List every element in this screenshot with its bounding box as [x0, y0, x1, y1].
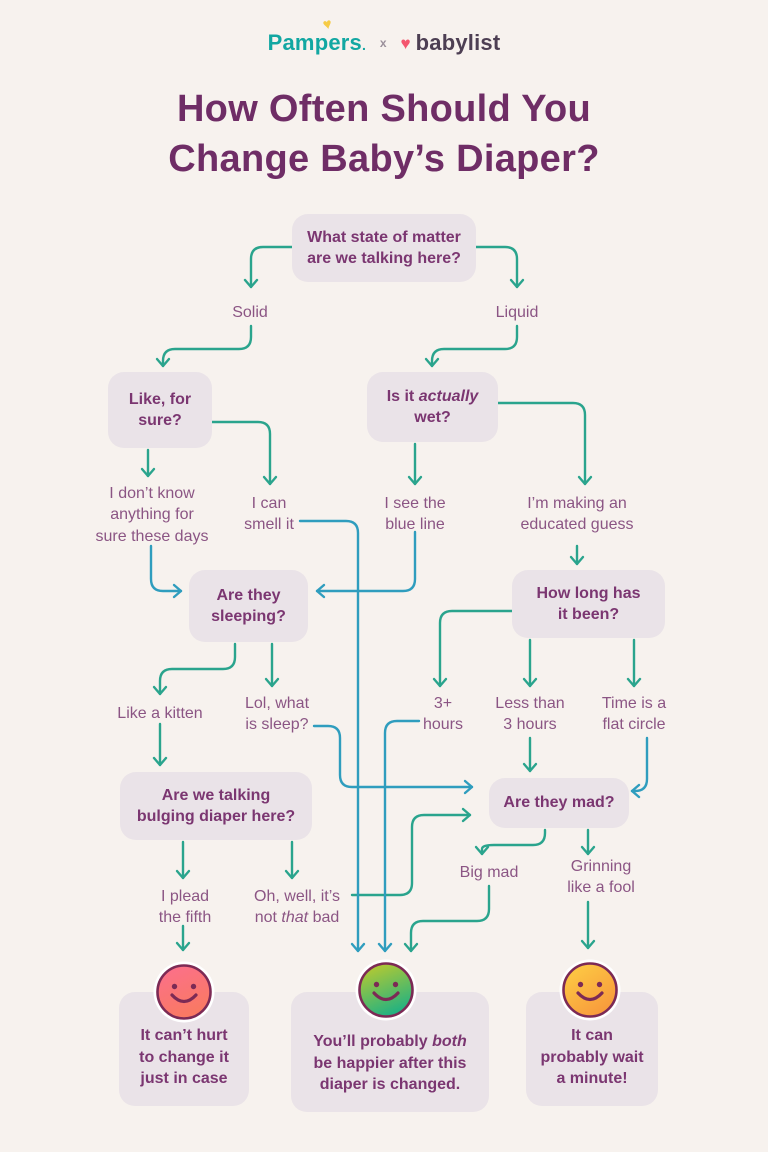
answer-3-plus-hours: 3+ hours — [422, 695, 464, 734]
arrow-q1-to-solid — [243, 245, 294, 289]
question-are-they-mad-text: Are they mad? — [503, 794, 615, 812]
arrow-dont-know-to-sleeping — [149, 544, 183, 599]
answer-like-a-kitten: Like a kitten — [117, 705, 203, 722]
smiley-pink-icon — [153, 961, 215, 1023]
answer-smell-it: I can smell it — [244, 495, 294, 534]
result-both-happier-text: You’ll probably both be happier after th… — [313, 1031, 466, 1112]
pampers-trademark-dot: . — [361, 37, 366, 53]
actually-wet-pre: Is it — [386, 387, 419, 405]
result-change-it-card: It can’t hurt to change it just in case — [119, 992, 249, 1106]
arrow-3-hours-to-happier-result — [377, 719, 421, 953]
result-wait-text: It can probably wait a minute! — [540, 1027, 644, 1088]
arrow-liquid-to-actually-wet — [424, 324, 519, 368]
question-bulging-diaper-text: Are we talking bulging diaper here? — [136, 786, 296, 825]
smiley-green-icon — [355, 959, 417, 1021]
question-how-long-text: How long has it been? — [536, 584, 641, 623]
question-state-of-matter: What state of matter are we talking here… — [292, 214, 476, 282]
arrow-like-for-sure-to-smell-it — [210, 420, 278, 486]
arrow-mad-to-big-mad — [474, 828, 547, 856]
question-are-they-sleeping-text: Are they sleeping? — [211, 586, 286, 625]
question-like-for-sure: Like, for sure? — [108, 372, 212, 448]
answer-plead-fifth: I plead the fifth — [158, 888, 212, 927]
both-happier-em: both — [432, 1033, 467, 1051]
question-actually-wet: Is it actually wet? — [367, 372, 498, 442]
actually-wet-post: wet? — [414, 409, 451, 426]
brand-header: ♥ Pampers. x ♥ babylist — [0, 15, 768, 56]
answer-blue-line: I see the blue line — [384, 495, 446, 534]
result-change-it-text: It can’t hurt to change it just in case — [139, 1027, 229, 1088]
question-are-they-mad: Are they mad? — [489, 778, 629, 828]
page-title: How Often Should You Change Baby’s Diape… — [168, 88, 600, 181]
not-that-bad-line1: Oh, well, it’s — [254, 888, 340, 905]
answer-not-that-bad: Oh, well, it’s not that bad — [254, 886, 340, 929]
pampers-logo: ♥ Pampers. — [267, 15, 366, 56]
arrow-big-mad-to-happier-result — [403, 884, 491, 953]
arrow-solid-to-like-for-sure — [155, 324, 253, 368]
question-how-long: How long has it been? — [512, 570, 665, 638]
not-that-bad-pre: not — [254, 909, 282, 927]
brand-separator: x — [379, 36, 387, 50]
answer-less-than-3-hours: Less than 3 hours — [495, 695, 565, 734]
arrow-flat-circle-to-are-they-mad — [630, 736, 649, 799]
babylist-logo: ♥ babylist — [401, 30, 501, 56]
arrow-actually-wet-to-educated-guess — [496, 401, 593, 486]
not-that-bad-em: that — [281, 909, 309, 927]
question-actually-wet-text: Is it actually wet? — [387, 386, 479, 428]
question-like-for-sure-text: Like, for sure? — [128, 390, 192, 429]
arrow-how-long-to-3-hours — [432, 609, 514, 688]
actually-wet-em: actually — [418, 387, 479, 405]
question-are-they-sleeping: Are they sleeping? — [189, 570, 308, 642]
babylist-heart-icon: ♥ — [400, 33, 411, 53]
both-happier-post: be happier after this diaper is changed. — [313, 1054, 467, 1094]
question-state-of-matter-text: What state of matter are we talking here… — [307, 228, 461, 267]
arrow-sleeping-to-kitten — [152, 642, 237, 696]
question-bulging-diaper: Are we talking bulging diaper here? — [120, 772, 312, 840]
arrow-blue-line-to-sleeping — [315, 530, 417, 599]
arrow-not-that-bad-to-are-they-mad — [350, 807, 472, 897]
arrow-q1-to-liquid — [474, 245, 525, 289]
answer-liquid: Liquid — [495, 304, 539, 321]
both-happier-pre: You’ll probably — [313, 1033, 433, 1051]
answer-what-is-sleep: Lol, what is sleep? — [244, 695, 310, 734]
answer-big-mad: Big mad — [459, 864, 519, 881]
answer-flat-circle: Time is a flat circle — [601, 695, 667, 734]
babylist-wordmark: babylist — [415, 30, 501, 55]
answer-solid: Solid — [232, 304, 268, 321]
not-that-bad-post: bad — [308, 909, 340, 927]
answer-dont-know: I don’t know anything for sure these day… — [95, 485, 209, 545]
smiley-orange-icon — [559, 959, 621, 1021]
answer-educated-guess: I’m making an educated guess — [520, 495, 634, 534]
pampers-wordmark: Pampers — [267, 30, 362, 55]
answer-grinning: Grinning like a fool — [567, 858, 635, 897]
